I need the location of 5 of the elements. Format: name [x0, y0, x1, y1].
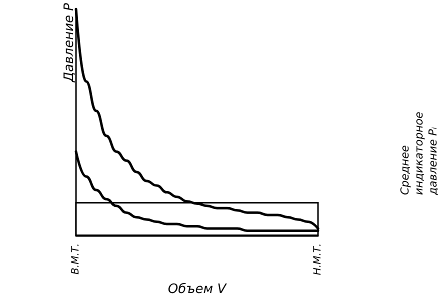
x-axis-title: Объем V: [168, 282, 228, 297]
y-axis-title: Давление P: [62, 2, 77, 84]
x-tick-label: В.М.Т.: [70, 243, 82, 274]
x-tick-label: Н.М.Т.: [312, 243, 324, 276]
band-label: Среднее индикаторное давление Pᵢ: [398, 108, 440, 196]
